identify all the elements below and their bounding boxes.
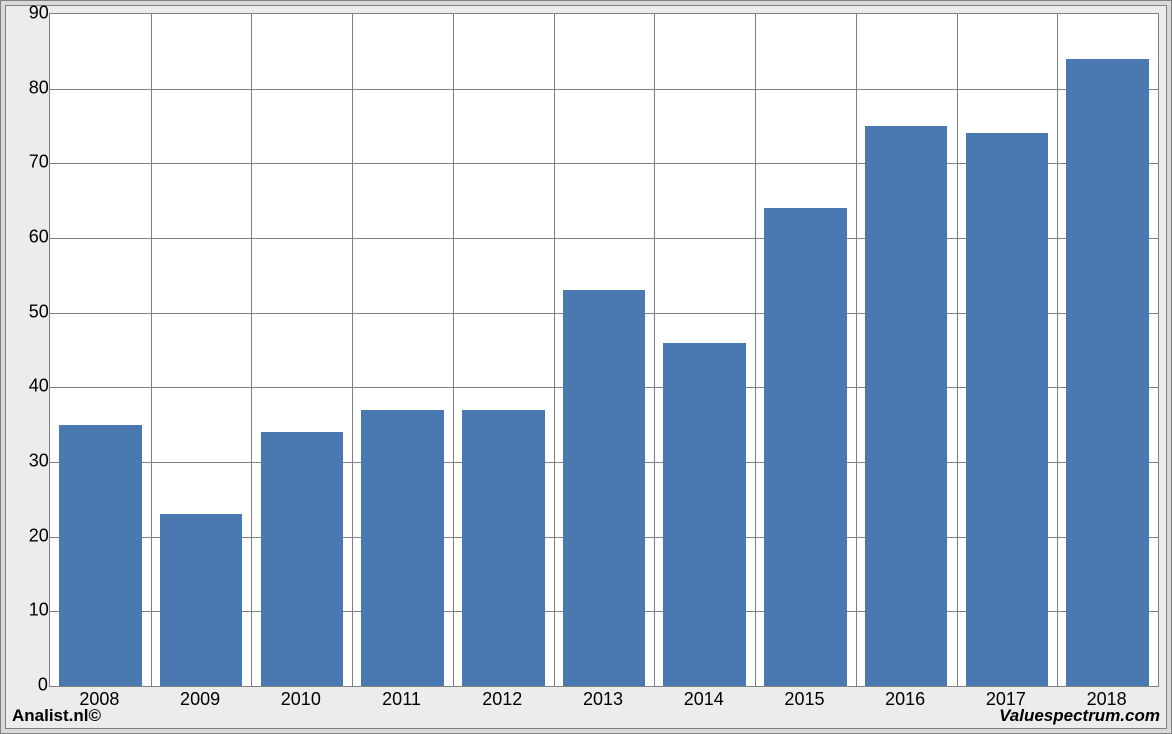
x-tick-label: 2009: [180, 689, 220, 710]
y-tick-label: 70: [21, 152, 49, 173]
bar: [865, 126, 948, 686]
gridline-horizontal: [50, 89, 1158, 90]
x-tick-label: 2011: [382, 689, 421, 710]
gridline-vertical: [554, 14, 555, 686]
gridline-vertical: [755, 14, 756, 686]
bar: [563, 290, 646, 686]
bar: [1066, 59, 1149, 686]
bar: [361, 410, 444, 686]
gridline-vertical: [1057, 14, 1058, 686]
gridline-vertical: [957, 14, 958, 686]
footer-right: Valuespectrum.com: [999, 706, 1160, 726]
x-tick-label: 2016: [885, 689, 925, 710]
footer-left: Analist.nl©: [12, 706, 101, 726]
x-tick-label: 2010: [281, 689, 321, 710]
y-tick-label: 80: [21, 77, 49, 98]
y-tick-label: 90: [21, 3, 49, 24]
gridline-vertical: [251, 14, 252, 686]
gridline-vertical: [654, 14, 655, 686]
bar: [462, 410, 545, 686]
bar: [59, 425, 142, 686]
chart-panel: 0102030405060708090 20082009201020112012…: [5, 5, 1167, 729]
y-tick-label: 60: [21, 227, 49, 248]
bar: [764, 208, 847, 686]
y-tick-label: 10: [21, 600, 49, 621]
x-tick-label: 2013: [583, 689, 623, 710]
y-tick-label: 20: [21, 525, 49, 546]
y-tick-label: 40: [21, 376, 49, 397]
gridline-vertical: [856, 14, 857, 686]
x-tick-label: 2015: [784, 689, 824, 710]
gridline-vertical: [453, 14, 454, 686]
gridline-vertical: [151, 14, 152, 686]
bar: [261, 432, 344, 686]
x-tick-label: 2014: [684, 689, 724, 710]
y-tick-label: 0: [31, 675, 48, 696]
x-tick-label: 2012: [482, 689, 522, 710]
bar: [663, 343, 746, 686]
bar: [966, 133, 1049, 686]
y-tick-label: 30: [21, 451, 49, 472]
bar: [160, 514, 243, 686]
y-tick-label: 50: [21, 301, 49, 322]
gridline-vertical: [352, 14, 353, 686]
plot-area: [49, 13, 1159, 687]
chart-frame: 0102030405060708090 20082009201020112012…: [0, 0, 1172, 734]
